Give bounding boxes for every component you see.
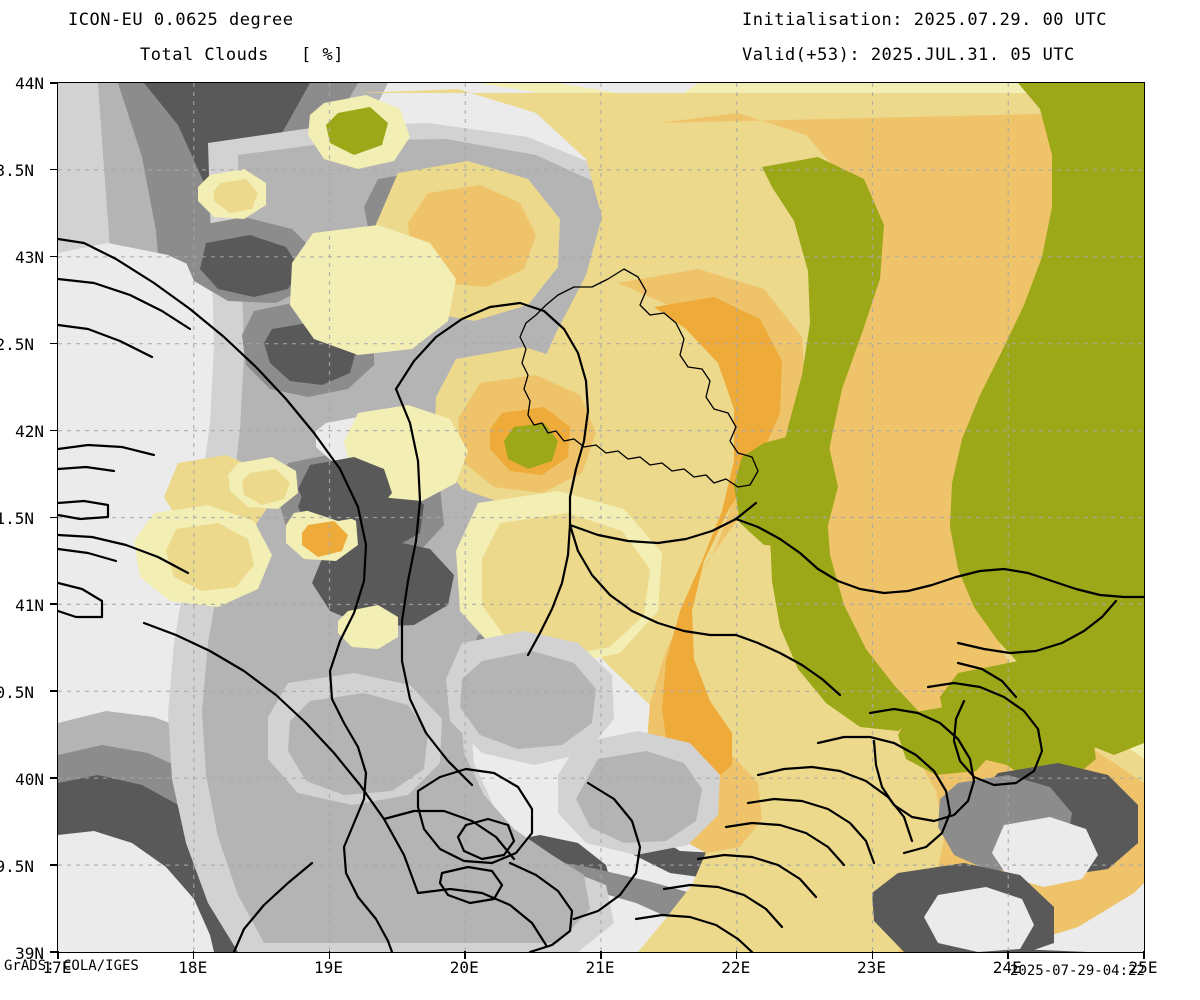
initialisation-label: Initialisation: 2025.07.29. 00 UTC — [742, 10, 1107, 30]
x-tick-24e — [1007, 951, 1009, 959]
x-axis-label-0: 17E — [42, 958, 72, 977]
y-axis-label-9: 39.5N — [0, 857, 34, 876]
y-tick-42n — [50, 429, 58, 432]
y-tick-43.5n — [50, 168, 58, 171]
x-axis-label-6: 23E — [857, 958, 886, 977]
x-tick-22e — [735, 951, 738, 959]
x-axis-label-1: 18E — [178, 958, 208, 977]
y-tick-40.5n — [50, 690, 58, 692]
x-tick-20e — [464, 951, 466, 959]
x-tick-21e — [600, 951, 602, 959]
map-plot-area[interactable] — [57, 82, 1145, 953]
cloud-cover-raster — [58, 83, 1144, 952]
x-axis-label-3: 20E — [449, 958, 479, 977]
x-tick-17e — [57, 951, 59, 959]
y-axis-label-10: 39N — [15, 944, 44, 963]
y-tick-41.5n — [50, 516, 58, 518]
y-tick-40n — [50, 777, 58, 779]
x-tick-19e — [328, 951, 330, 959]
y-axis-label-6: 41N — [15, 596, 44, 615]
y-tick-44n — [50, 82, 58, 84]
y-tick-43n — [50, 255, 58, 258]
model-title: ICON-EU 0.0625 degree — [68, 10, 294, 30]
y-axis-label-3: 42.5N — [0, 335, 34, 354]
y-tick-39.5n — [50, 864, 58, 866]
field-title: Total Clouds [ %] — [140, 45, 344, 65]
render-timestamp-label: 2025-07-29-04:22 — [1010, 963, 1145, 979]
y-axis-label-7: 40.5N — [0, 683, 34, 702]
y-axis-label-5: 41.5N — [0, 509, 34, 528]
y-axis-label-8: 40N — [15, 770, 44, 789]
valid-time-label: Valid(+53): 2025.JUL.31. 05 UTC — [742, 45, 1075, 65]
x-tick-25e — [1143, 951, 1145, 959]
x-axis-label-5: 22E — [721, 958, 751, 977]
y-tick-39n — [50, 951, 58, 953]
y-tick-42.5n — [50, 342, 58, 345]
x-axis-label-2: 19E — [314, 958, 343, 977]
x-axis-label-7: 24E — [992, 958, 1022, 977]
grads-credit-label: GrADS: COLA/IGES — [4, 958, 139, 974]
x-axis-label-4: 21E — [585, 958, 615, 977]
x-axis-label-8: 25E — [1128, 958, 1158, 977]
x-tick-18e — [192, 951, 195, 959]
y-tick-41n — [50, 603, 58, 605]
y-axis-label-4: 42N — [15, 422, 44, 441]
y-axis-label-1: 43.5N — [0, 161, 34, 180]
y-axis-label-2: 43N — [15, 248, 44, 267]
x-tick-23e — [871, 951, 873, 959]
y-axis-label-0: 44N — [15, 74, 44, 93]
